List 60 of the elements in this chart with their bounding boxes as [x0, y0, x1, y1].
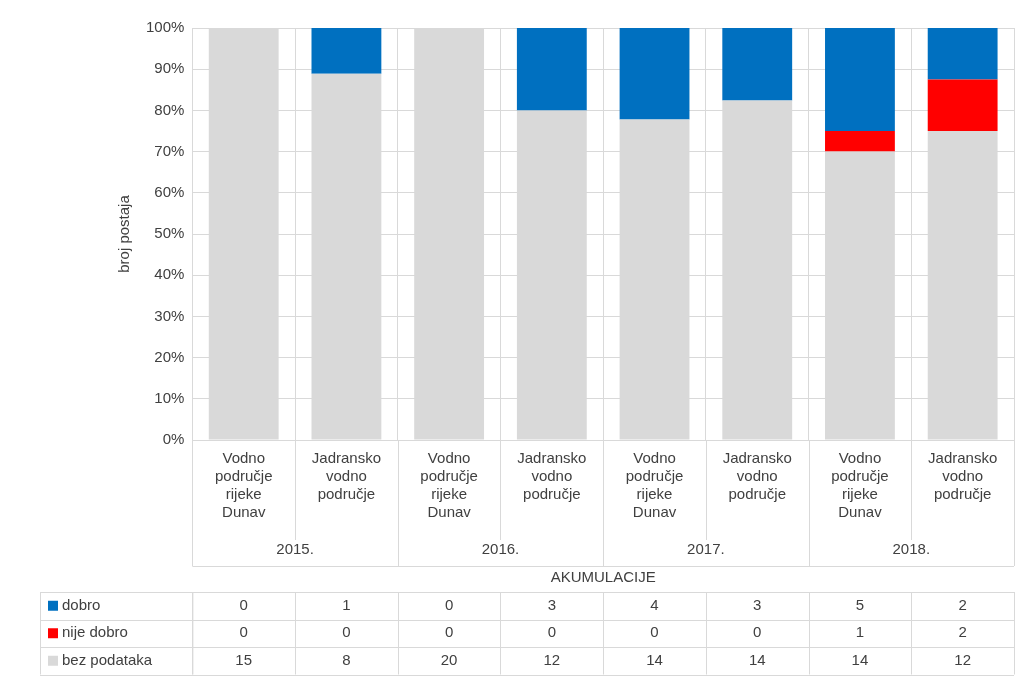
y-tick-label: 50%	[154, 224, 185, 242]
y-tick-label: 40%	[154, 265, 185, 283]
text: 0	[444, 595, 454, 613]
bar	[825, 131, 895, 152]
text: 0	[342, 623, 351, 641]
bar	[516, 28, 587, 111]
text: 2	[958, 595, 967, 613]
x-tick-label: Vodno područje rijeke Dunav	[831, 449, 889, 521]
text: 0	[650, 623, 659, 641]
text: 2016.	[481, 540, 520, 558]
text: 2	[958, 623, 967, 641]
text: 3	[753, 595, 762, 613]
text: 4	[650, 595, 659, 613]
text: 12	[543, 650, 561, 668]
y-tick-label: 20%	[154, 347, 185, 365]
text: 1	[342, 595, 351, 613]
y-tick-label: 80%	[154, 100, 185, 118]
bar	[927, 79, 998, 131]
y-tick-label: 70%	[154, 141, 185, 159]
text: 5	[855, 595, 865, 613]
text: 0	[753, 623, 762, 641]
text: 1	[855, 623, 865, 641]
bar	[619, 28, 690, 120]
text: 2015.	[276, 540, 314, 558]
text: 15	[235, 650, 253, 668]
x-tick-label: Jadransko vodno područje	[928, 449, 998, 503]
text: 14	[851, 650, 869, 668]
text: 2018.	[892, 540, 931, 558]
bar	[927, 28, 998, 80]
y-tick-label: 30%	[154, 306, 185, 324]
y-tick-label: 0%	[162, 430, 185, 448]
bar	[722, 28, 793, 101]
text: 14	[646, 650, 663, 668]
text: 20	[440, 650, 458, 668]
text: 3	[547, 595, 556, 613]
x-tick-label: Jadransko vodno područje	[311, 449, 382, 503]
legend-label: dobro	[62, 595, 101, 613]
x-axis-title: AKUMULACIJE	[550, 568, 656, 586]
text: 14	[748, 650, 766, 668]
text: 12	[954, 650, 971, 668]
y-tick-label: 100%	[145, 18, 185, 36]
text: 8	[342, 650, 351, 668]
y-axis-title: broj postaja	[115, 194, 133, 273]
legend-label: bez podataka	[62, 650, 153, 668]
x-tick-label: Jadransko vodno područje	[722, 449, 792, 503]
bar	[311, 28, 382, 74]
x-tick-label: Vodno područje rijeke Dunav	[625, 449, 684, 521]
legend-label: nije dobro	[62, 623, 128, 641]
y-tick-label: 10%	[154, 388, 185, 406]
text: 0	[444, 623, 454, 641]
x-tick-label: Jadransko vodno područje	[517, 449, 587, 503]
y-tick-label: 60%	[154, 182, 185, 200]
x-tick-label: Vodno područje rijeke Dunav	[420, 449, 478, 521]
x-tick-label: Vodno područje rijeke Dunav	[214, 449, 273, 521]
text: 0	[239, 595, 248, 613]
bar	[825, 28, 895, 131]
text: 0	[239, 623, 248, 641]
text: 0	[547, 623, 556, 641]
y-tick-label: 90%	[154, 59, 185, 77]
text: 2017.	[687, 540, 725, 558]
